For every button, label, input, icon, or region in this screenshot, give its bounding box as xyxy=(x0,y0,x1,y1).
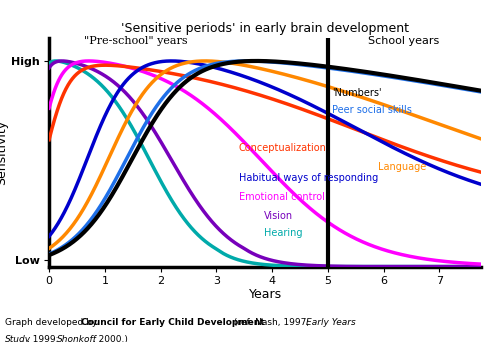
Text: Language: Language xyxy=(378,162,426,172)
Text: Vision: Vision xyxy=(264,211,293,221)
Text: Conceptualization: Conceptualization xyxy=(239,143,327,153)
Y-axis label: Sensitivity: Sensitivity xyxy=(0,120,8,185)
Text: (ref: Nash, 1997;: (ref: Nash, 1997; xyxy=(231,318,312,327)
Text: Peer social skills: Peer social skills xyxy=(332,105,412,115)
Text: "Pre-school" years: "Pre-school" years xyxy=(83,36,188,46)
Text: Council for Early Child Development: Council for Early Child Development xyxy=(81,318,265,327)
Text: 'Numbers': 'Numbers' xyxy=(332,88,382,98)
Title: 'Sensitive periods' in early brain development: 'Sensitive periods' in early brain devel… xyxy=(121,22,409,35)
Text: Study: Study xyxy=(5,335,31,342)
X-axis label: Years: Years xyxy=(248,288,282,301)
Text: Early Years: Early Years xyxy=(306,318,355,327)
Text: Emotional control: Emotional control xyxy=(239,192,325,202)
Text: , 1999;: , 1999; xyxy=(27,335,61,342)
Text: Hearing: Hearing xyxy=(264,228,302,238)
Text: Graph developed by: Graph developed by xyxy=(5,318,100,327)
Text: Habitual ways of responding: Habitual ways of responding xyxy=(239,173,378,183)
Text: , 2000.): , 2000.) xyxy=(93,335,128,342)
Text: Shonkoff: Shonkoff xyxy=(57,335,97,342)
Text: School years: School years xyxy=(367,36,439,46)
